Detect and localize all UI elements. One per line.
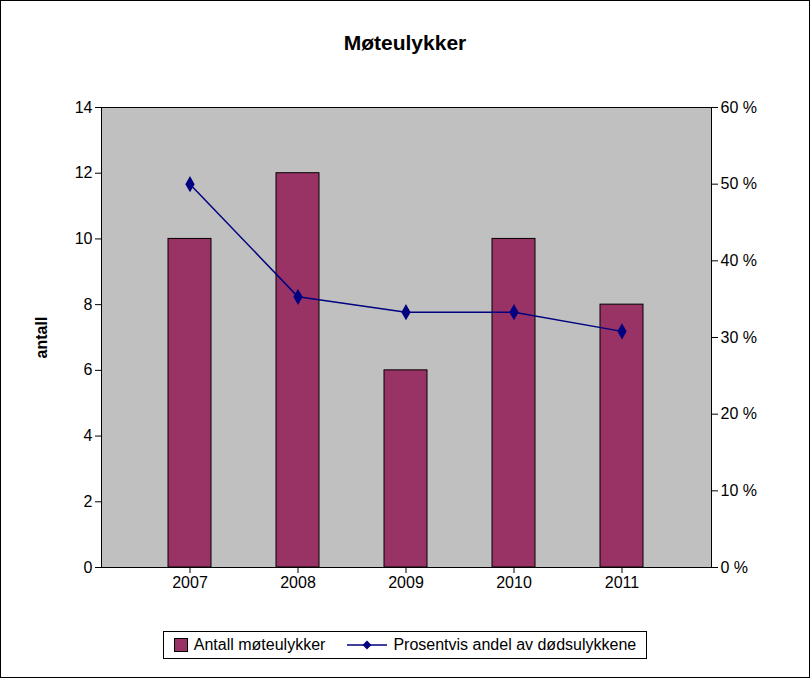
svg-text:20 %: 20 %	[721, 405, 757, 422]
html-text:Antall møteulykker: Antall møteulykker	[193, 636, 326, 653]
svg-text:2009: 2009	[388, 574, 424, 591]
svg-text:2010: 2010	[496, 574, 532, 591]
svg-text:2: 2	[84, 493, 93, 510]
html-text:Møteulykker: Møteulykker	[343, 31, 467, 54]
svg-text:12: 12	[75, 164, 93, 181]
svg-text:60 %: 60 %	[721, 99, 757, 116]
svg-text:4: 4	[84, 427, 93, 444]
svg-text:30 %: 30 %	[721, 329, 757, 346]
svg-text:50 %: 50 %	[721, 175, 757, 192]
svg-text:14: 14	[75, 99, 93, 116]
svg-text:8: 8	[84, 296, 93, 313]
html-text:Prosentvis andel av dødsulykke: Prosentvis andel av dødsulykkene	[393, 636, 637, 653]
svg-text:2007: 2007	[172, 574, 208, 591]
svg-text:2008: 2008	[280, 574, 316, 591]
svg-text:40 %: 40 %	[721, 252, 757, 269]
svg-text:6: 6	[84, 361, 93, 378]
svg-text:10 %: 10 %	[721, 482, 757, 499]
svg-text:antall: antall	[33, 317, 50, 359]
svg-text:0: 0	[84, 559, 93, 576]
svg-text:2011: 2011	[605, 574, 640, 591]
svg-text:10: 10	[75, 230, 93, 247]
svg-text:0 %: 0 %	[721, 559, 749, 576]
